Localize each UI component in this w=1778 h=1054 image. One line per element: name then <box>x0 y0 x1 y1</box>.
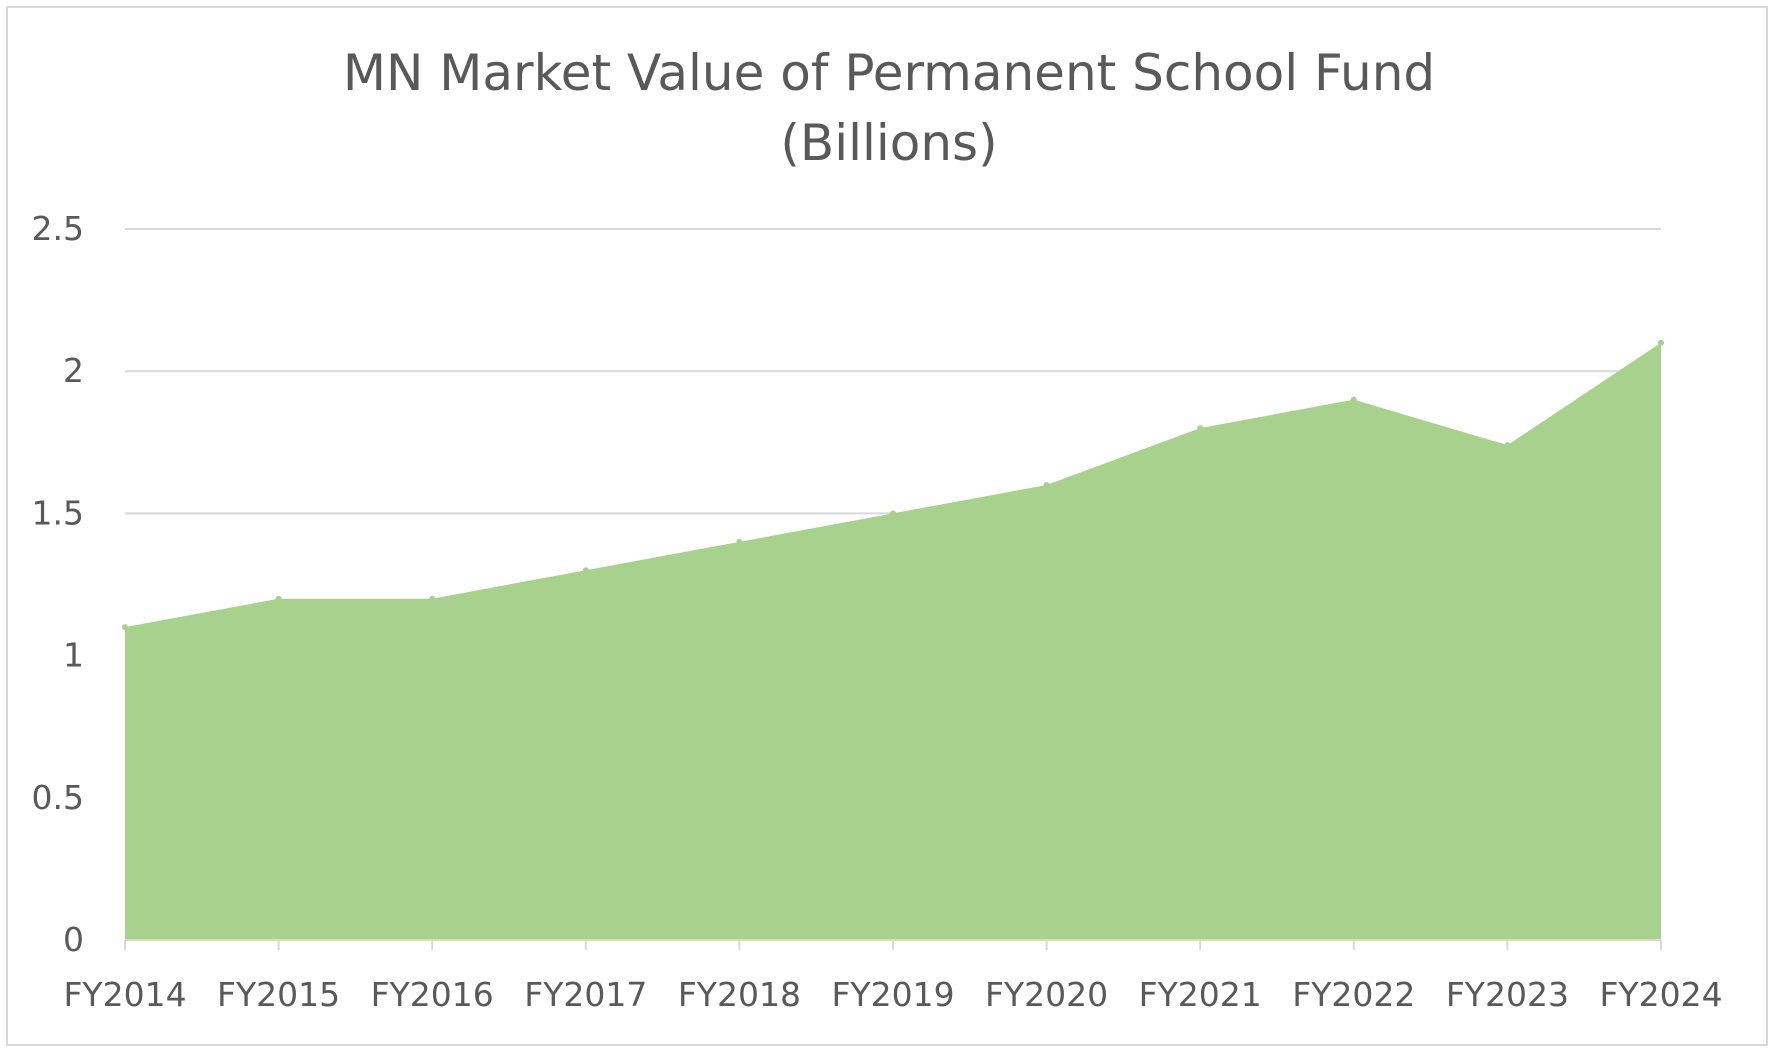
area-series <box>125 342 1661 940</box>
x-tick-label: FY2017 <box>524 975 647 1014</box>
data-point-fy2017 <box>582 567 589 574</box>
y-tick-label: 2.5 <box>32 209 84 248</box>
x-axis <box>124 939 1662 950</box>
chart-title-block: MN Market Value of Permanent School Fund… <box>0 38 1778 178</box>
x-tick-label: FY2016 <box>371 975 494 1014</box>
x-tick-label: FY2023 <box>1446 975 1569 1014</box>
x-tick-label: FY2020 <box>985 975 1108 1014</box>
x-tick-label: FY2021 <box>1139 975 1262 1014</box>
data-point-fy2016 <box>429 595 436 602</box>
y-tick-label: 2 <box>63 351 84 390</box>
chart-title: MN Market Value of Permanent School Fund <box>342 44 1436 102</box>
x-tick-label: FY2024 <box>1599 975 1722 1014</box>
y-tick-label: 0 <box>63 920 84 959</box>
series-areas <box>122 339 1664 940</box>
data-point-fy2018 <box>736 538 743 545</box>
y-tick-label: 1.5 <box>32 493 84 532</box>
x-tick-label: FY2019 <box>831 975 954 1014</box>
y-tick-labels: 0 0.5 1 1.5 2 2.5 <box>32 209 84 959</box>
chart-subtitle: (Billions) <box>780 114 998 172</box>
x-tick-label: FY2015 <box>217 975 340 1014</box>
data-point-fy2024 <box>1658 339 1664 346</box>
x-tick-label: FY2022 <box>1292 975 1415 1014</box>
data-point-fy2019 <box>890 510 896 517</box>
data-point-fy2020 <box>1043 481 1050 488</box>
data-point-fy2023 <box>1504 442 1511 449</box>
y-tick-label: 1 <box>63 636 84 675</box>
x-tick-labels: FY2014 FY2015 FY2016 FY2017 FY2018 FY2019 FY20… <box>63 975 1722 1014</box>
x-tick-label: FY2014 <box>63 975 186 1014</box>
data-point-fy2014 <box>122 624 128 631</box>
data-point-fy2022 <box>1350 396 1357 403</box>
y-tick-label: 0.5 <box>32 778 84 817</box>
data-point-fy2021 <box>1197 425 1204 432</box>
x-tick-label: FY2018 <box>678 975 801 1014</box>
data-point-fy2015 <box>275 595 282 602</box>
